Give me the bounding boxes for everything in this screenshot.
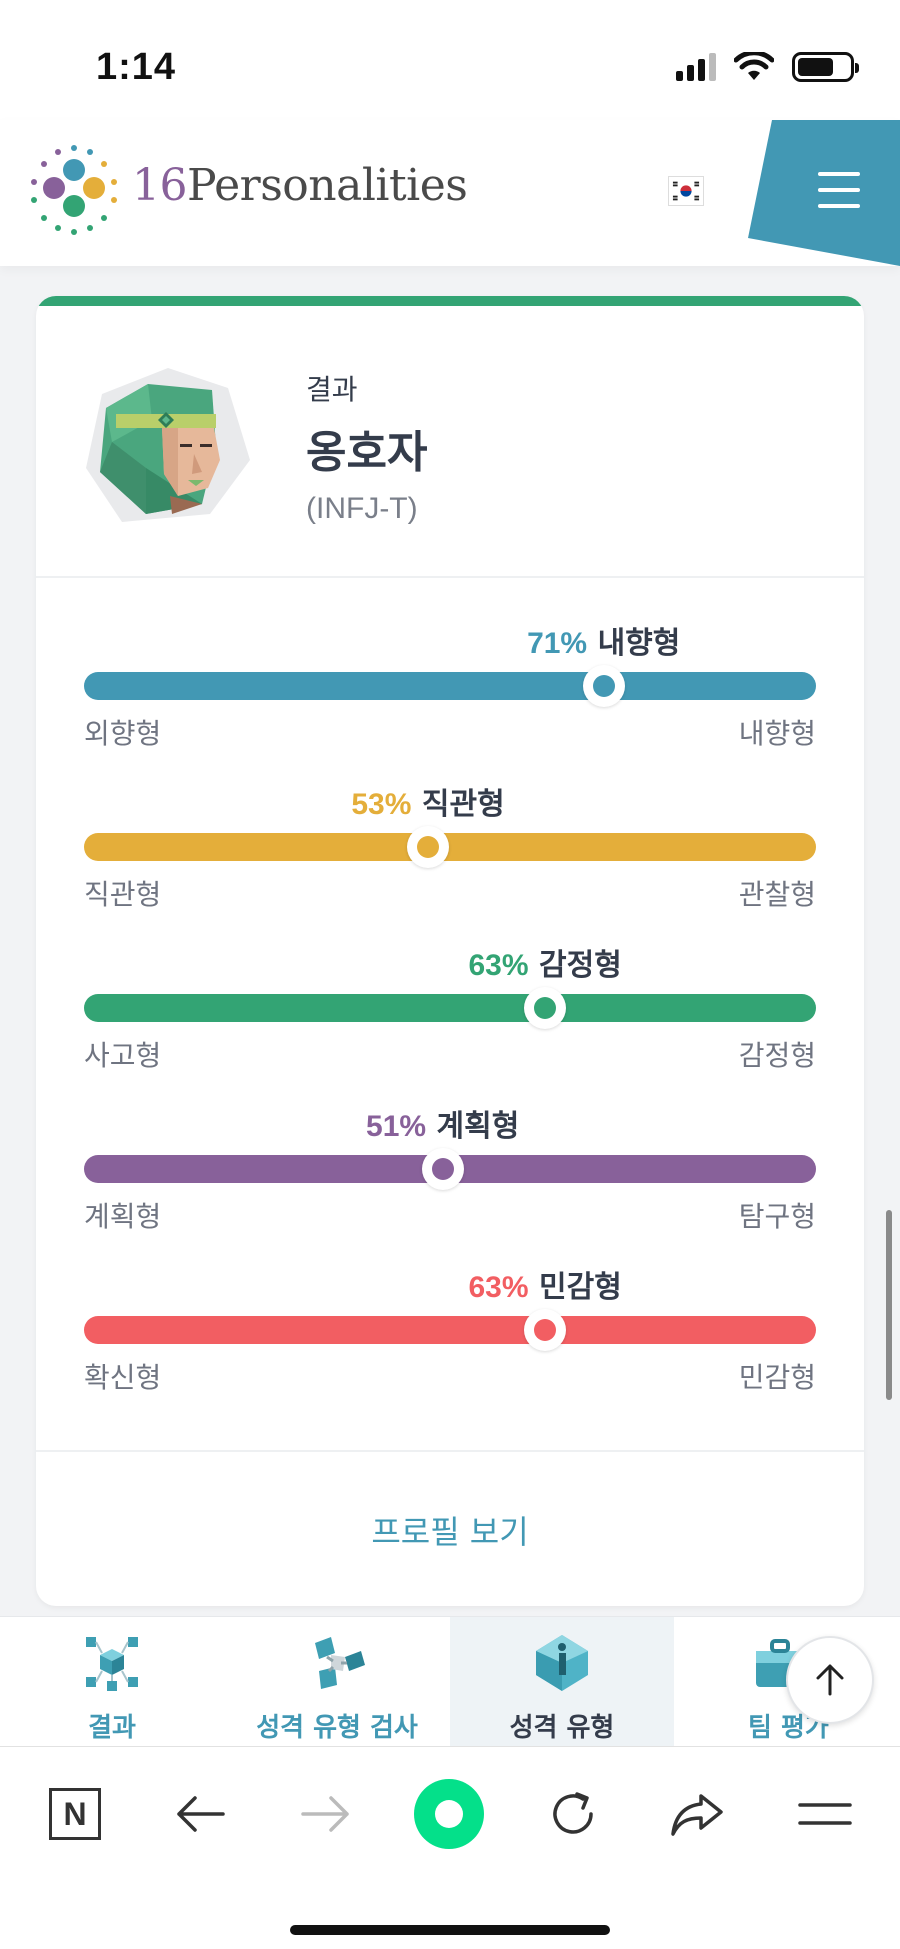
personality-test-icon	[315, 1637, 365, 1689]
naver-n-button[interactable]: N	[40, 1779, 110, 1849]
brand-wordmark[interactable]: 16Personalities	[132, 160, 468, 211]
status-bar: 1:14	[0, 0, 900, 120]
trait-nature: 63% 감정형 사고형 감정형	[84, 940, 816, 1080]
trait-bar	[84, 994, 816, 1022]
back-button[interactable]	[166, 1779, 236, 1849]
trait-title: 71% 내향형	[527, 626, 681, 661]
share-icon	[671, 1794, 723, 1836]
tab-label: 성격 유형	[509, 1713, 615, 1743]
bottom-tab-nav: 결과 성격 유형 검사 성격 유형	[0, 1616, 900, 1747]
trait-identity: 63% 민감형 확신형 민감형	[84, 1262, 816, 1402]
view-profile-link[interactable]: 프로필 보기	[371, 1513, 529, 1551]
wifi-icon	[734, 52, 774, 80]
result-label: 결과	[306, 373, 358, 406]
tab-results[interactable]: 결과	[0, 1617, 224, 1747]
trait-right-label: 감정형	[738, 1039, 816, 1072]
trait-slider-knob	[524, 1309, 567, 1351]
browser-toolbar: N	[0, 1746, 900, 1949]
tab-personality-types[interactable]: 성격 유형	[450, 1617, 674, 1747]
trait-slider-knob	[524, 987, 567, 1029]
logo-icon[interactable]	[26, 142, 122, 238]
trait-left-label: 외향형	[84, 717, 162, 750]
reload-button[interactable]	[538, 1779, 608, 1849]
type-summary: 결과 옹호자 (INFJ-T)	[36, 306, 864, 578]
trait-title: 53% 직관형	[351, 787, 505, 822]
trait-title: 51% 계획형	[366, 1109, 520, 1144]
home-button[interactable]	[414, 1779, 484, 1849]
status-time: 1:14	[96, 46, 177, 88]
trait-title: 63% 민감형	[468, 1270, 622, 1305]
trait-slider-knob	[407, 826, 450, 868]
tab-label: 결과	[88, 1713, 136, 1743]
trait-right-label: 내향형	[738, 717, 816, 750]
type-code: (INFJ-T)	[306, 492, 418, 525]
korea-flag-icon[interactable]	[668, 176, 704, 206]
page-scrollbar[interactable]	[886, 1210, 892, 1400]
trait-energy: 71% 내향형 외향형 내향형	[84, 618, 816, 758]
trait-right-label: 관찰형	[738, 878, 816, 911]
arrow-up-icon	[816, 1664, 844, 1696]
battery-icon	[792, 52, 859, 82]
forward-button[interactable]	[290, 1779, 360, 1849]
trait-tactics: 51% 계획형 계획형 탐구형	[84, 1101, 816, 1241]
home-indicator	[290, 1925, 610, 1935]
result-card: 결과 옹호자 (INFJ-T) 71% 내향형 외향형 내향형 53% 직관형 …	[36, 296, 864, 1606]
trait-right-label: 민감형	[738, 1361, 816, 1394]
trait-bar	[84, 1316, 816, 1344]
trait-slider-knob	[421, 1148, 464, 1190]
trait-right-label: 탐구형	[738, 1200, 816, 1233]
trait-left-label: 직관형	[84, 878, 162, 911]
green-dot-icon	[414, 1779, 484, 1849]
trait-left-label: 계획형	[84, 1200, 162, 1233]
trait-left-label: 사고형	[84, 1039, 162, 1072]
arrow-right-icon	[301, 1796, 349, 1832]
share-button[interactable]	[662, 1779, 732, 1849]
trait-title: 63% 감정형	[468, 948, 622, 983]
results-icon	[86, 1637, 138, 1691]
trait-bar	[84, 672, 816, 700]
status-icons	[676, 52, 859, 82]
advocate-avatar-icon	[86, 368, 250, 522]
trait-bar	[84, 833, 816, 861]
personality-types-icon	[536, 1635, 588, 1691]
scroll-to-top-button[interactable]	[786, 1636, 874, 1724]
more-menu-button[interactable]	[790, 1779, 860, 1849]
trait-mind: 53% 직관형 직관형 관찰형	[84, 779, 816, 919]
menu-button[interactable]	[748, 120, 900, 266]
reload-icon	[553, 1792, 593, 1834]
trait-slider-knob	[582, 665, 625, 707]
naver-n-icon: N	[49, 1788, 101, 1840]
arrow-left-icon	[177, 1796, 225, 1832]
tab-personality-test[interactable]: 성격 유형 검사	[224, 1617, 450, 1747]
menu-tab-shape	[748, 120, 900, 266]
hamburger-icon	[818, 172, 860, 208]
trait-left-label: 확신형	[84, 1361, 162, 1394]
type-name: 옹호자	[306, 427, 428, 478]
signal-icon	[676, 53, 716, 81]
menu-lines-icon	[798, 1803, 852, 1825]
traits-section: 71% 내향형 외향형 내향형 53% 직관형 직관형 관찰형 63% 감정형 …	[36, 578, 864, 1452]
card-accent-bar	[36, 296, 864, 306]
site-header: 16Personalities	[0, 120, 900, 266]
tab-label: 성격 유형 검사	[256, 1713, 418, 1743]
